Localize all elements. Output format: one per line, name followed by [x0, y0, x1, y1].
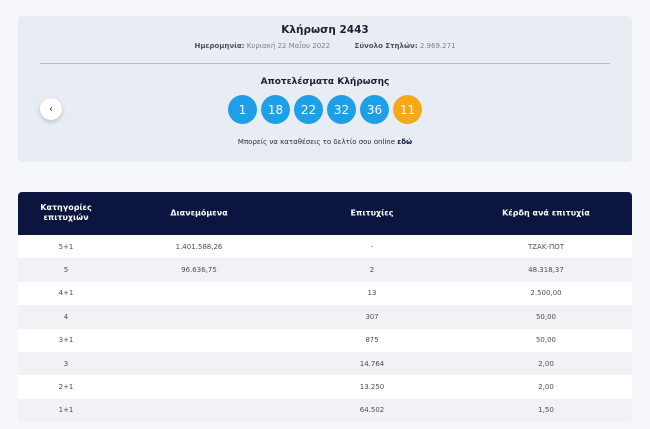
- table-body: 5+1 1.401.588,26 - ΤΖΑΚ-ΠΟΤ 5 96.636,75 …: [18, 235, 632, 422]
- online-text: Μπορείς να καταθέσεις το δελτίο σου onli…: [237, 138, 396, 146]
- cell-winners: 875: [365, 336, 379, 345]
- draw-title: Κλήρωση 2443: [281, 24, 369, 36]
- divider: [40, 63, 610, 64]
- table-row: 4 307 50,00: [18, 305, 632, 329]
- header-distributed: Διανεμόμενα: [170, 208, 228, 218]
- table-row: 1+1 64.502 1,50: [18, 398, 632, 422]
- number-ball: 18: [261, 95, 290, 124]
- table-row: 3 14.764 2,00: [18, 351, 632, 376]
- table-row: 4+1 13 2.500,00: [18, 281, 632, 306]
- table-row: 5+1 1.401.588,26 - ΤΖΑΚ-ΠΟΤ: [18, 235, 632, 259]
- cell-prize: ΤΖΑΚ-ΠΟΤ: [527, 242, 565, 251]
- number-ball: 36: [360, 95, 389, 124]
- draw-meta: Ημερομηνία: Κυριακή 22 Μαΐου 2022 Σύνολο…: [18, 42, 632, 50]
- winning-numbers: 1 18 22 32 36 11: [18, 95, 632, 124]
- table-row: 2+1 13.250 2,00: [18, 375, 632, 399]
- cell-prize: 2,00: [538, 359, 554, 368]
- header-categories: Κατηγορίες επιτυχιών: [40, 202, 92, 223]
- date-label: Ημερομηνία:: [194, 42, 245, 50]
- cell-winners: 2: [369, 266, 375, 275]
- cell-distributed: 96.636,75: [181, 266, 217, 275]
- cell-category: 5: [63, 266, 69, 275]
- cell-prize: 2.500,00: [530, 289, 562, 298]
- prize-table: Κατηγορίες επιτυχιών Διανεμόμενα Επιτυχί…: [18, 192, 632, 422]
- online-message: Μπορείς να καταθέσεις το δελτίο σου onli…: [18, 138, 632, 146]
- cell-category: 2+1: [58, 383, 74, 392]
- table-row: 3+1 875 50,00: [18, 328, 632, 352]
- header-prize-per-winner: Κέρδη ανά επιτυχία: [502, 208, 590, 218]
- table-row: 5 96.636,75 2 48.318,37: [18, 258, 632, 282]
- cell-prize: 2,00: [538, 383, 554, 392]
- cell-winners: -: [370, 242, 374, 251]
- previous-draw-button[interactable]: ‹: [40, 98, 62, 120]
- table-header: Κατηγορίες επιτυχιών Διανεμόμενα Επιτυχί…: [18, 192, 632, 235]
- chevron-left-icon: ‹: [49, 103, 53, 115]
- cell-category: 5+1: [58, 242, 74, 251]
- cell-winners: 13: [367, 289, 377, 298]
- cell-category: 4+1: [58, 289, 74, 298]
- cell-prize: 48.318,37: [528, 266, 564, 275]
- cell-distributed: 1.401.588,26: [175, 242, 223, 251]
- columns-value: 2.969.271: [419, 42, 456, 50]
- cell-category: 3+1: [58, 336, 74, 345]
- number-ball: 22: [294, 95, 323, 124]
- number-ball: 1: [228, 95, 257, 124]
- online-link[interactable]: εδώ: [397, 138, 413, 146]
- cell-prize: 50,00: [535, 336, 557, 345]
- cell-winners: 307: [365, 312, 379, 321]
- cell-category: 3: [63, 359, 69, 368]
- bonus-ball: 11: [393, 95, 422, 124]
- cell-category: 4: [63, 312, 69, 321]
- cell-winners: 13.250: [359, 383, 385, 392]
- results-title: Αποτελέσματα Κλήρωσης: [260, 77, 390, 87]
- draw-card: Κλήρωση 2443 Ημερομηνία: Κυριακή 22 Μαΐο…: [18, 16, 632, 162]
- cell-winners: 64.502: [359, 406, 385, 415]
- cell-winners: 14.764: [359, 359, 385, 368]
- header-winners: Επιτυχίες: [350, 208, 394, 218]
- cell-category: 1+1: [58, 406, 74, 415]
- cell-prize: 50,00: [535, 312, 557, 321]
- columns-label: Σύνολο Στηλών:: [354, 42, 418, 50]
- cell-prize: 1,50: [538, 406, 554, 415]
- number-ball: 32: [327, 95, 356, 124]
- date-value: Κυριακή 22 Μαΐου 2022: [246, 42, 331, 50]
